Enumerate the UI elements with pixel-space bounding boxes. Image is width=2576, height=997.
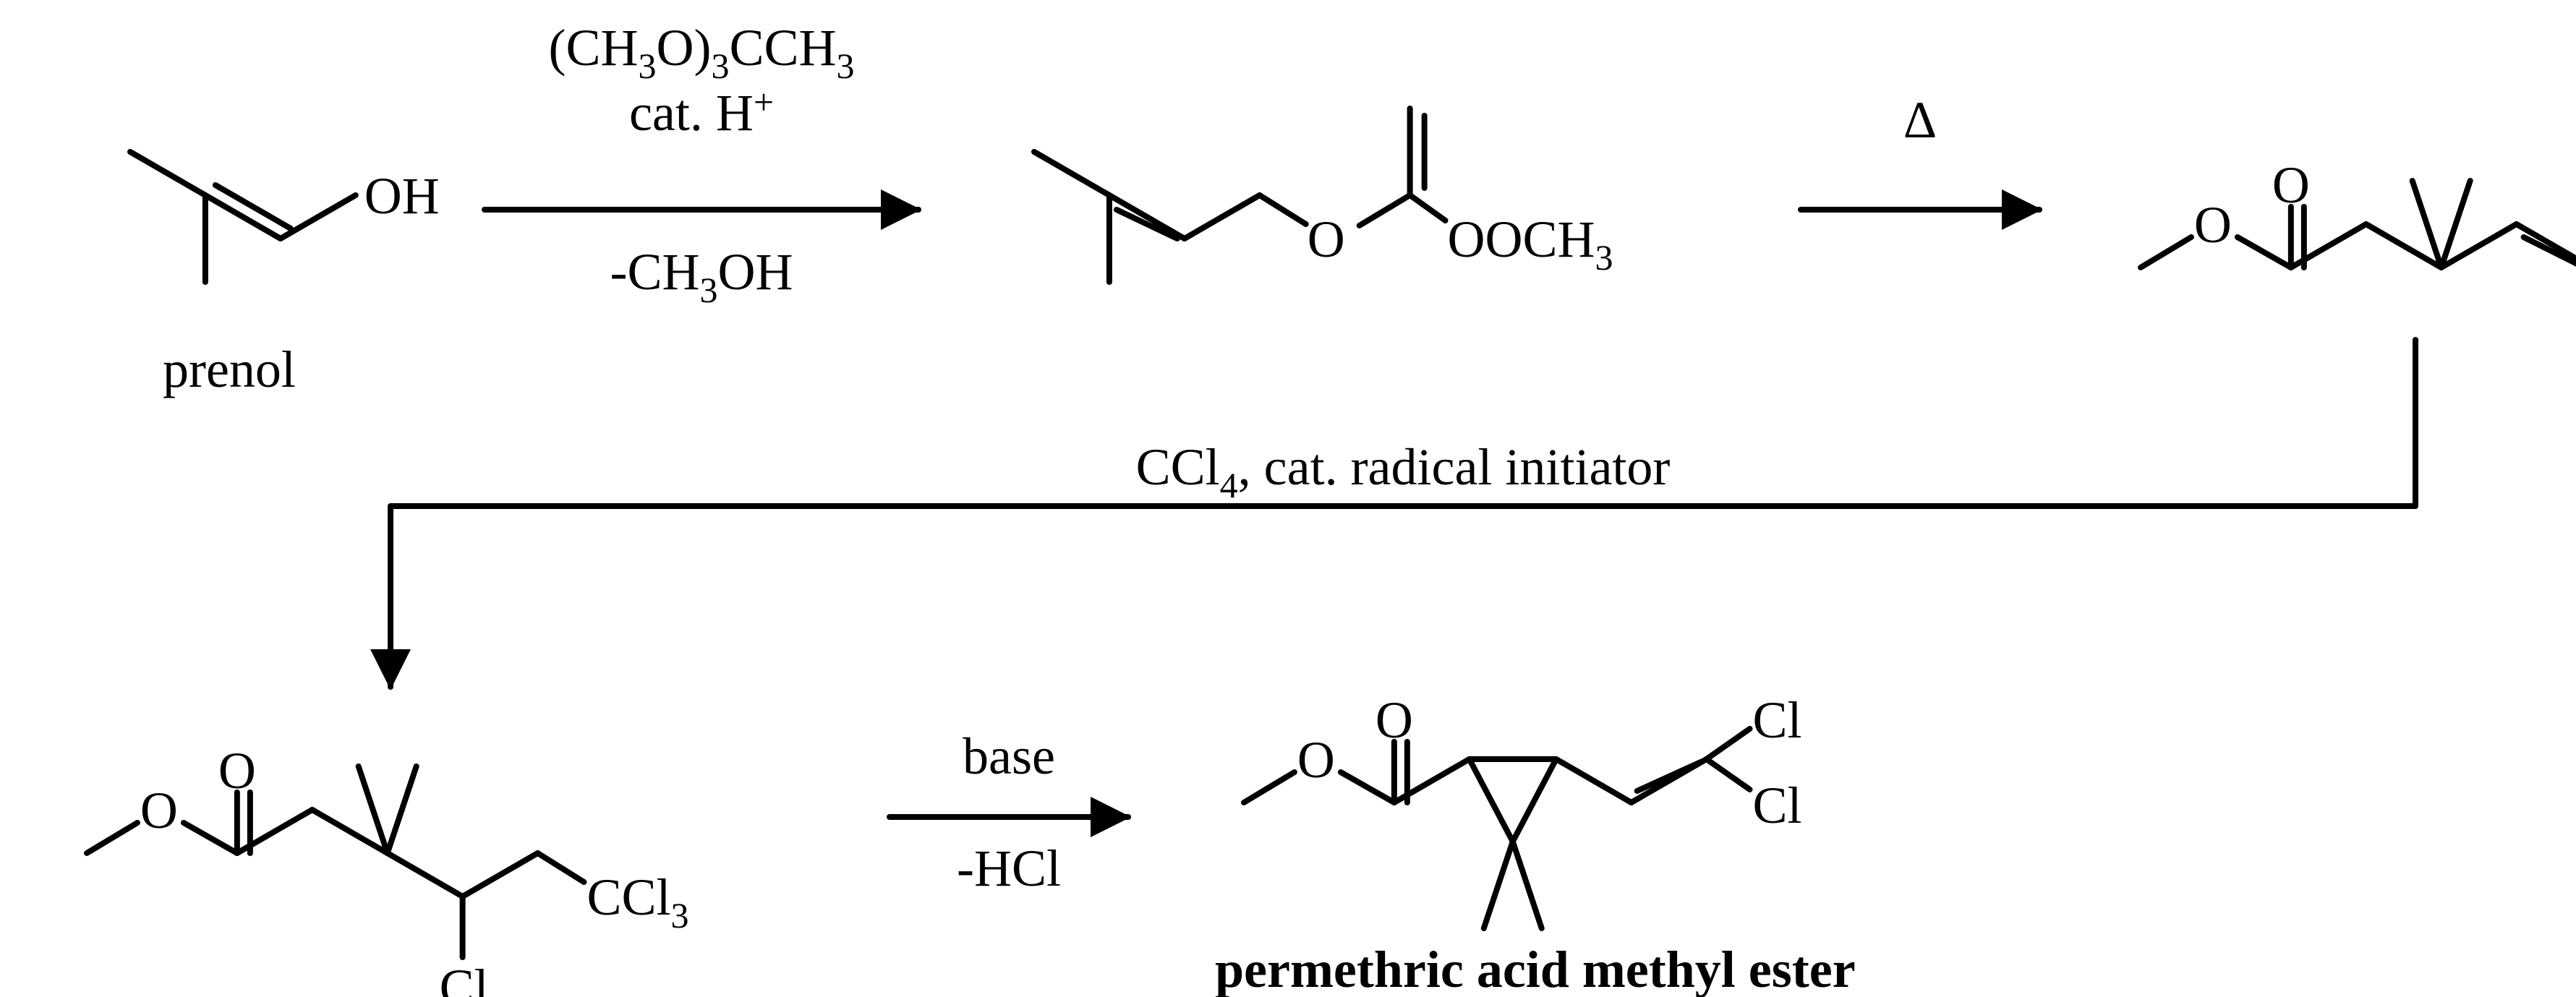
- prenol-name: prenol: [163, 341, 296, 398]
- arrow1-reagent2: cat. H+: [629, 82, 774, 142]
- arrow4-reagent: base: [963, 727, 1055, 785]
- svg-text:OH: OH: [364, 167, 440, 225]
- svg-text:Cl: Cl: [440, 959, 489, 997]
- svg-text:O: O: [1297, 731, 1335, 789]
- svg-text:O: O: [140, 782, 178, 839]
- arrow1-reagent1: (CH3O)3CCH3: [548, 19, 854, 86]
- svg-text:O: O: [2272, 156, 2310, 214]
- svg-text:O: O: [2194, 196, 2232, 254]
- svg-text:O: O: [1376, 691, 1413, 749]
- svg-text:O: O: [1308, 210, 1345, 268]
- svg-text:O: O: [218, 742, 256, 800]
- arrow4-byproduct: -HCl: [957, 839, 1061, 897]
- ketene-acetal-och3: OOCH3: [1448, 210, 1613, 278]
- svg-text:Cl: Cl: [1753, 776, 1802, 834]
- reaction-scheme: OHprenol(CH3O)3CCH3cat. H+-CH3OHOOOCH3ΔO…: [0, 0, 2576, 997]
- svg-text:Cl: Cl: [1753, 691, 1802, 749]
- arrow2-delta: Δ: [1903, 91, 1937, 149]
- arrow3-reagent: CCl4, cat. radical initiator: [1136, 438, 1671, 505]
- product-name: permethric acid methyl ester: [1215, 941, 1856, 997]
